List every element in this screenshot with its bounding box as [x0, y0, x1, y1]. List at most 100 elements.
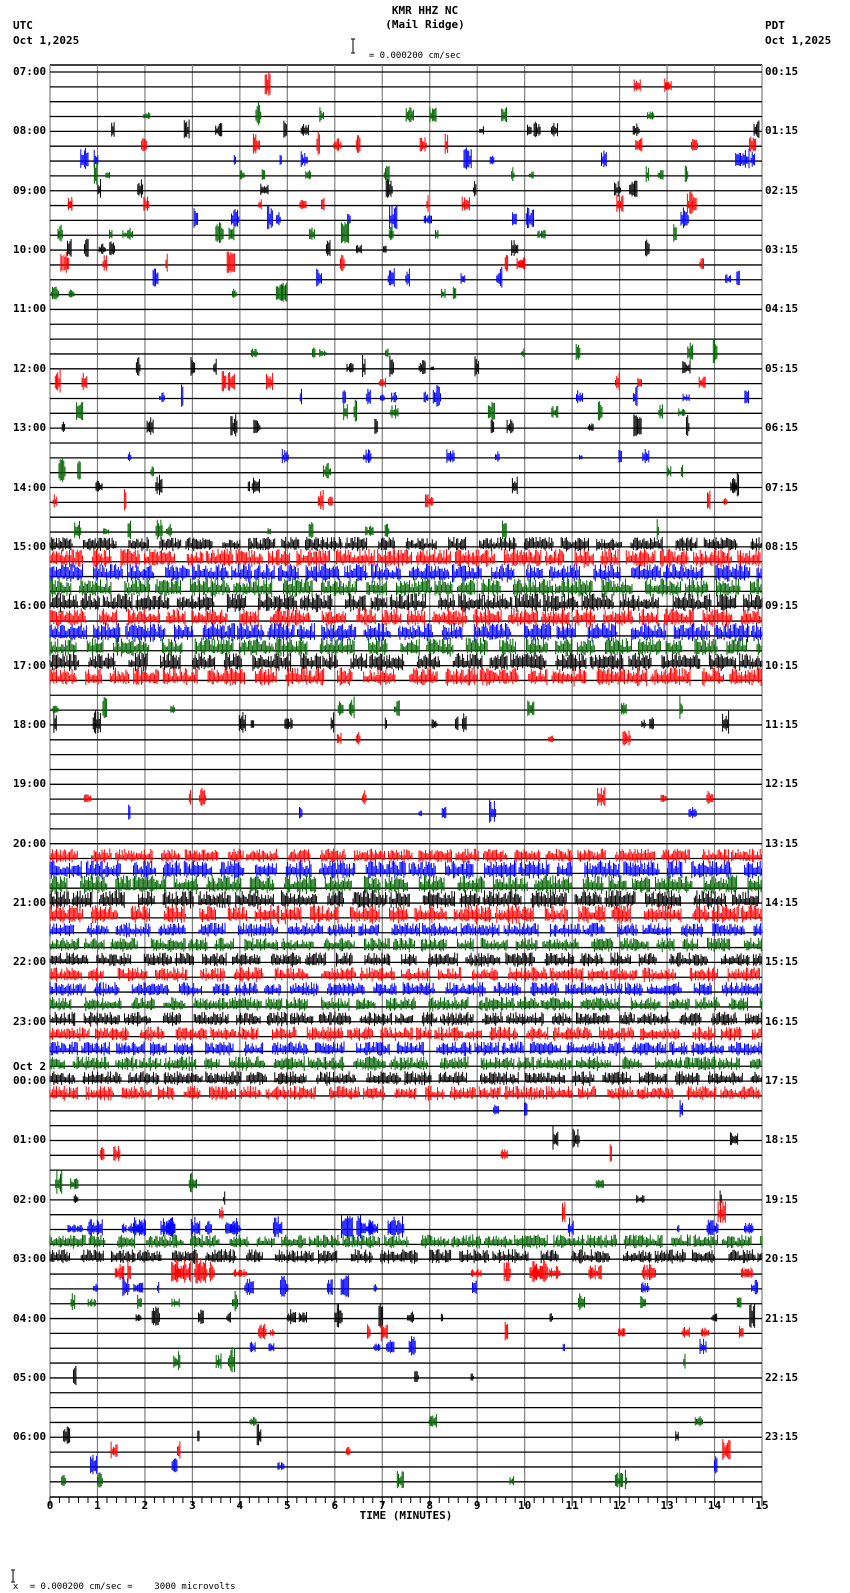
- seismic-trace: [49, 578, 762, 598]
- seismic-trace: [57, 222, 677, 244]
- pdt-hour-label: 06:15: [765, 421, 799, 435]
- utc-hour-label: 08:00: [13, 124, 47, 138]
- pdt-hour-label: 11:15: [765, 717, 799, 731]
- date-change-label: Oct 2: [13, 1060, 47, 1074]
- pdt-hour-label: 22:15: [765, 1370, 799, 1384]
- seismic-trace: [49, 1234, 763, 1250]
- pdt-hour-label: 08:15: [765, 539, 799, 553]
- seismic-trace: [264, 72, 672, 96]
- seismic-trace: [52, 489, 728, 511]
- pdt-hour-label: 14:15: [765, 896, 799, 910]
- seismic-trace: [50, 282, 457, 302]
- utc-hour-label: 02:00: [13, 1192, 47, 1206]
- seismic-trace: [135, 1303, 756, 1328]
- utc-hour-label: 13:00: [13, 421, 47, 435]
- pdt-hour-label: 10:15: [765, 658, 799, 672]
- pdt-hour-label: 23:15: [765, 1430, 799, 1444]
- seismic-trace: [97, 179, 638, 198]
- pdt-hour-label: 15:15: [765, 955, 799, 969]
- seismic-trace: [49, 996, 763, 1012]
- seismic-trace: [53, 710, 730, 734]
- seismic-trace: [258, 1320, 744, 1342]
- utc-hour-label: 20:00: [13, 836, 47, 850]
- pdt-hour-label: 04:15: [765, 302, 799, 316]
- pdt-hour-label: 17:15: [765, 1074, 799, 1088]
- seismic-trace: [49, 622, 763, 643]
- seismic-trace: [143, 102, 655, 126]
- utc-hour-label: 21:00: [13, 896, 47, 910]
- seismic-trace: [111, 119, 760, 139]
- seismic-trace: [49, 1249, 763, 1265]
- utc-hour-label: 17:00: [13, 658, 47, 672]
- pdt-hour-label: 20:15: [765, 1252, 799, 1266]
- seismic-trace: [49, 937, 762, 953]
- pdt-hour-label: 09:15: [765, 599, 799, 613]
- seismic-trace: [141, 131, 757, 155]
- scale-legend-top: = 0.000200 cm/sec: [350, 38, 461, 62]
- seismic-trace: [173, 1347, 686, 1373]
- seismic-trace: [49, 1071, 762, 1087]
- utc-hour-label: 01:00: [13, 1133, 47, 1147]
- seismic-trace: [493, 1100, 683, 1118]
- seismic-trace: [249, 1336, 707, 1356]
- seismic-trace: [55, 1170, 604, 1194]
- left-date: Oct 1,2025: [13, 34, 80, 47]
- pdt-hour-label: 02:15: [765, 183, 799, 197]
- seismic-trace: [67, 238, 650, 257]
- seismic-trace: [74, 519, 659, 540]
- seismic-trace: [49, 1086, 761, 1101]
- seismic-trace: [61, 1469, 628, 1489]
- right-date: Oct 1,2025: [765, 34, 832, 47]
- pdt-hour-label: 01:15: [765, 124, 799, 138]
- seismic-trace: [128, 799, 697, 823]
- seismic-trace: [93, 161, 689, 185]
- pdt-hour-label: 16:15: [765, 1014, 799, 1028]
- scale-top-text: = 0.000200 cm/sec: [368, 51, 461, 61]
- seismic-trace: [49, 548, 761, 568]
- left-timezone: UTC: [13, 19, 33, 32]
- seismic-trace: [60, 251, 704, 273]
- seismic-trace: [49, 890, 760, 910]
- pdt-hour-label: 13:15: [765, 836, 799, 850]
- seismic-trace: [49, 875, 762, 895]
- pdt-hour-label: 12:15: [765, 777, 799, 791]
- utc-hour-label: 10:00: [13, 243, 47, 257]
- utc-hour-label: 23:00: [13, 1014, 47, 1028]
- seismic-trace: [93, 1275, 759, 1298]
- seismic-trace: [152, 266, 740, 288]
- seismic-trace: [49, 637, 762, 657]
- utc-hour-label: 05:00: [13, 1370, 47, 1384]
- seismic-trace: [552, 1125, 739, 1150]
- seismic-trace: [49, 922, 763, 938]
- pdt-hour-label: 18:15: [765, 1133, 799, 1147]
- seismic-trace: [58, 457, 684, 482]
- seismic-trace: [250, 338, 718, 363]
- seismic-trace: [49, 967, 760, 983]
- seismic-trace: [49, 982, 762, 997]
- pdt-hour-label: 00:15: [765, 65, 799, 78]
- seismic-trace: [67, 191, 697, 215]
- seismic-trace: [193, 205, 689, 230]
- seismic-trace: [67, 1214, 754, 1239]
- seismic-trace: [49, 848, 762, 864]
- seismic-trace: [70, 1291, 742, 1312]
- utc-hour-label: 09:00: [13, 183, 47, 197]
- seismic-trace: [61, 414, 690, 437]
- seismic-trace: [95, 472, 739, 497]
- pdt-hour-label: 05:15: [765, 361, 799, 375]
- seismic-trace: [73, 1190, 722, 1206]
- seismic-trace: [49, 593, 763, 613]
- utc-hour-label: 03:00: [13, 1252, 47, 1266]
- seismic-trace: [49, 608, 762, 628]
- station-title: KMR HHZ NC: [391, 4, 459, 17]
- seismic-trace: [110, 1439, 731, 1460]
- right-timezone: PDT: [765, 19, 785, 32]
- utc-hour-label: 11:00: [13, 302, 47, 316]
- seismic-trace: [114, 1258, 753, 1284]
- seismic-trace: [49, 860, 762, 880]
- seismic-trace: [51, 695, 683, 719]
- seismic-trace: [49, 1011, 762, 1027]
- seismic-trace: [49, 652, 763, 672]
- seismic-trace: [63, 1423, 679, 1446]
- utc-hour-label: 18:00: [13, 717, 47, 731]
